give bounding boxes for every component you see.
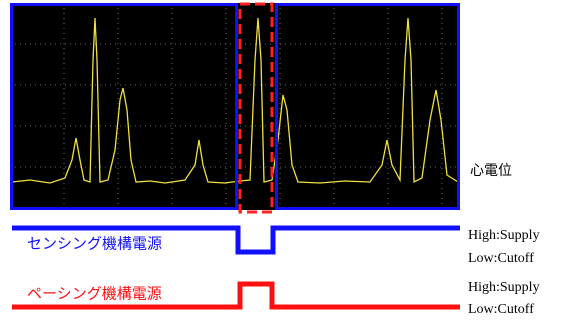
waveform-label: 心電位 (470, 163, 512, 179)
pacing-high: High:Supply (468, 280, 540, 295)
diagram: 心電位 センシング機構電源 High:Supply Low:Cutoff ペーシ… (0, 0, 568, 320)
sensing-label: センシング機構電源 (27, 235, 162, 253)
pacing-label: ペーシング機構電源 (27, 285, 162, 303)
sensing-low: Low:Cutoff (468, 251, 534, 266)
page: 心電位 センシング機構電源 High:Supply Low:Cutoff ペーシ… (0, 0, 568, 320)
sensing-high: High:Supply (468, 228, 540, 243)
pacing-low: Low:Cutoff (468, 302, 534, 317)
